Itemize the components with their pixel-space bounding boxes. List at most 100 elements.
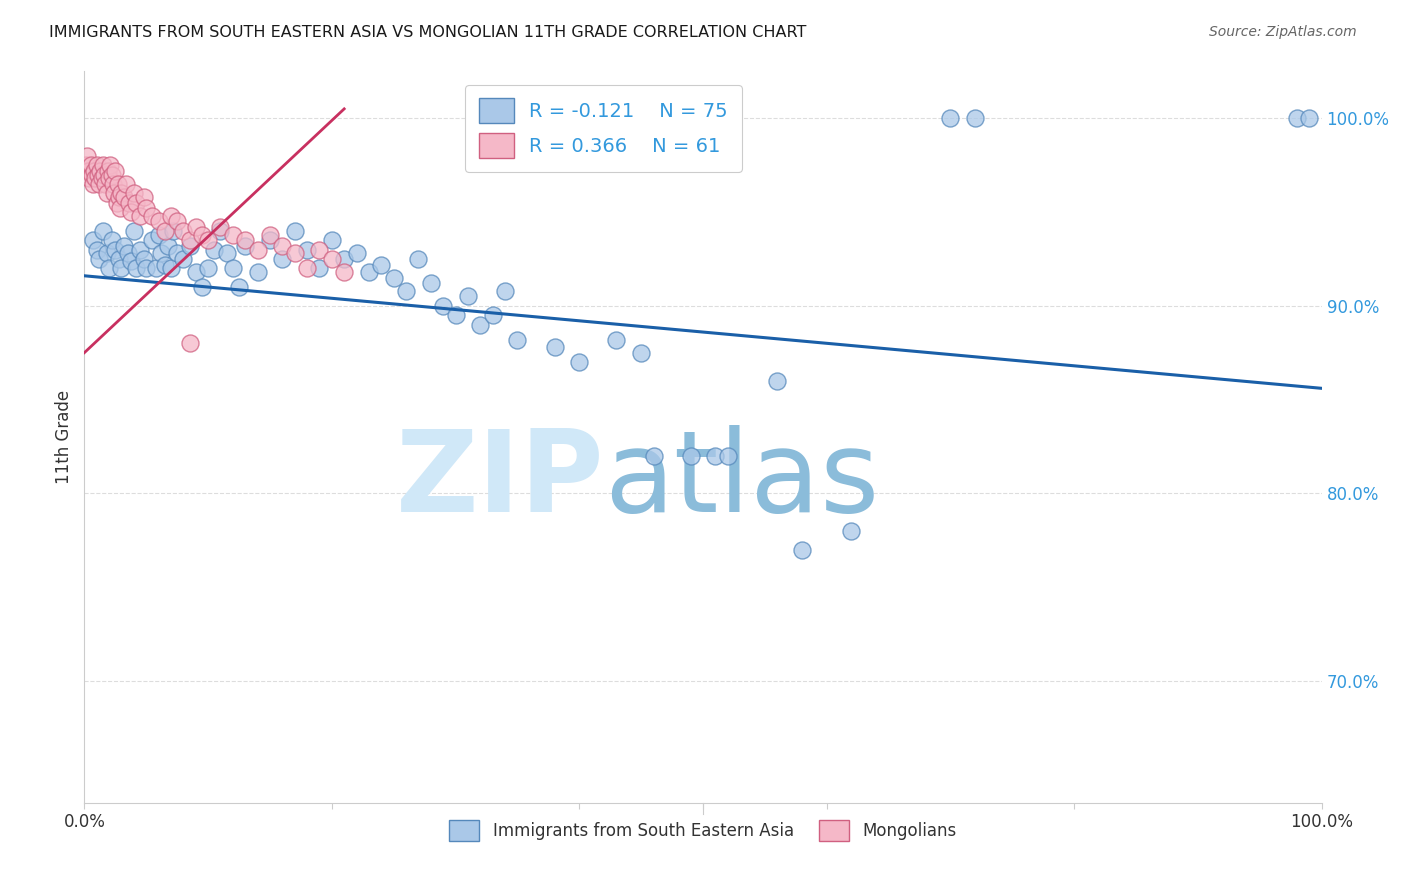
Point [107, 177, 129, 191]
Point [457, 289, 479, 303]
Point [717, 449, 740, 463]
Point [80, 168, 103, 182]
Point [145, 261, 167, 276]
Point [82, 177, 104, 191]
Point [166, 214, 188, 228]
Point [444, 308, 467, 322]
Point [105, 195, 128, 210]
Point [432, 299, 454, 313]
Point [104, 163, 127, 178]
Point [295, 261, 318, 276]
Point [160, 209, 183, 223]
Point [112, 190, 135, 204]
Point [568, 355, 591, 369]
Point [94, 177, 117, 191]
Point [233, 233, 256, 247]
Point [120, 205, 142, 219]
Point [179, 336, 201, 351]
Point [191, 227, 214, 242]
Point [104, 243, 127, 257]
Point [939, 112, 962, 126]
Point [704, 449, 727, 463]
Point [98, 171, 121, 186]
Point [470, 318, 492, 332]
Point [679, 449, 702, 463]
Point [84, 171, 107, 186]
Point [630, 345, 652, 359]
Point [284, 246, 307, 260]
Point [108, 190, 131, 204]
Point [197, 233, 219, 247]
Point [543, 340, 565, 354]
Point [148, 227, 170, 242]
Point [89, 177, 111, 191]
Point [222, 261, 245, 276]
Point [215, 246, 238, 260]
Point [135, 261, 157, 276]
Point [157, 239, 180, 253]
Point [357, 265, 380, 279]
Point [75, 158, 97, 172]
Point [790, 542, 813, 557]
Point [91, 224, 114, 238]
Point [202, 243, 225, 257]
Point [132, 190, 155, 204]
Point [125, 261, 148, 276]
Point [494, 284, 516, 298]
Point [86, 243, 108, 257]
Text: atlas: atlas [605, 425, 879, 536]
Point [172, 224, 194, 238]
Point [481, 308, 503, 322]
Point [419, 277, 441, 291]
Point [246, 265, 269, 279]
Point [110, 201, 132, 215]
Point [333, 265, 356, 279]
Point [271, 252, 294, 266]
Point [148, 214, 170, 228]
Legend: Immigrants from South Eastern Asia, Mongolians: Immigrants from South Eastern Asia, Mong… [441, 811, 965, 849]
Point [605, 333, 627, 347]
Point [506, 333, 529, 347]
Text: ZIP: ZIP [395, 425, 605, 536]
Point [115, 177, 138, 191]
Point [97, 163, 120, 178]
Point [179, 239, 201, 253]
Point [76, 149, 98, 163]
Point [98, 158, 121, 172]
Point [141, 209, 163, 223]
Point [90, 171, 112, 186]
Point [129, 243, 152, 257]
Point [112, 239, 135, 253]
Point [100, 168, 122, 182]
Point [295, 243, 318, 257]
Point [160, 261, 183, 276]
Point [209, 224, 232, 238]
Point [79, 171, 101, 186]
Point [209, 220, 232, 235]
Point [766, 374, 789, 388]
Point [395, 284, 418, 298]
Point [79, 158, 101, 172]
Point [96, 186, 118, 201]
Point [308, 261, 330, 276]
Point [382, 270, 405, 285]
Point [259, 227, 281, 242]
Point [166, 246, 188, 260]
Text: Source: ZipAtlas.com: Source: ZipAtlas.com [1209, 25, 1357, 39]
Point [110, 186, 132, 201]
Point [246, 243, 269, 257]
Point [162, 224, 184, 238]
Point [83, 163, 105, 178]
Point [184, 265, 207, 279]
Point [132, 252, 155, 266]
Point [197, 261, 219, 276]
Point [321, 252, 343, 266]
Point [841, 524, 863, 538]
Point [118, 195, 141, 210]
Y-axis label: 11th Grade: 11th Grade [55, 390, 73, 484]
Point [271, 239, 294, 253]
Point [259, 233, 281, 247]
Point [308, 243, 330, 257]
Point [108, 252, 131, 266]
Point [87, 168, 110, 182]
